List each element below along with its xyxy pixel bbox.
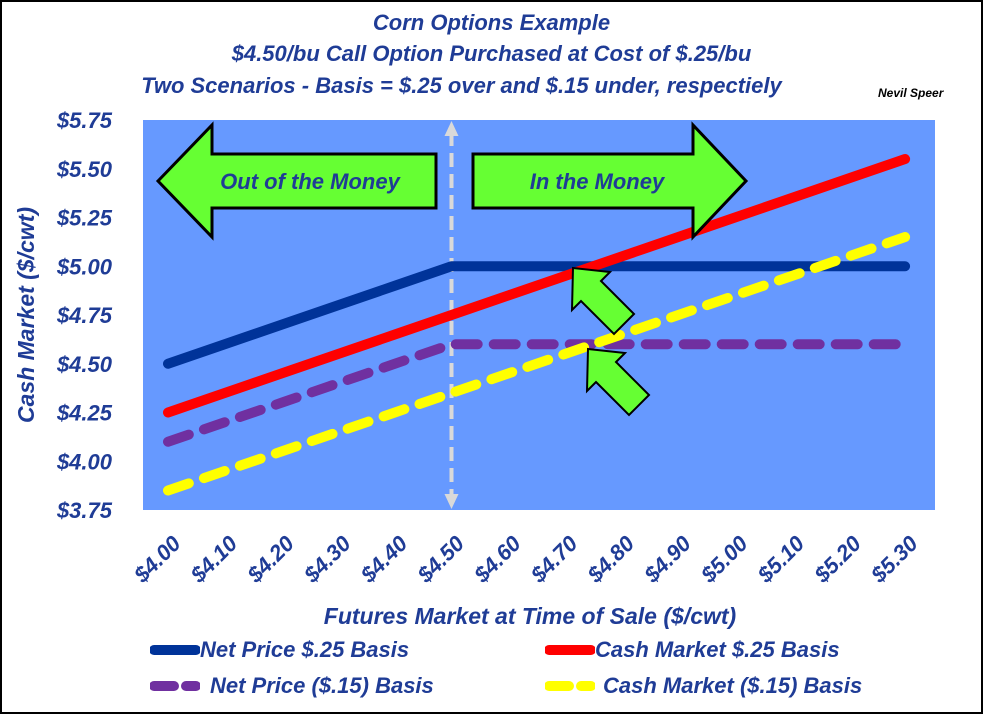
series-line-net-price-15-basis bbox=[163, 339, 911, 447]
x-tick-label: $4.80 bbox=[582, 530, 640, 588]
x-tick-label: $4.40 bbox=[355, 530, 413, 588]
y-tick-label: $5.00 bbox=[56, 254, 113, 279]
breakeven-pointer-arrows bbox=[570, 266, 651, 417]
x-tick-label: $4.70 bbox=[525, 530, 583, 588]
y-tick-label: $4.50 bbox=[56, 352, 113, 377]
y-axis: $3.75 $4.00 $4.25 $4.50 $4.75 $5.00 $5.25 $5.50… bbox=[56, 108, 113, 523]
x-tick-label: $5.10 bbox=[752, 530, 810, 588]
legend-label-net-price-25: Net Price $.25 Basis bbox=[200, 637, 410, 662]
x-tick-label: $5.20 bbox=[809, 530, 867, 588]
out-of-money-label: Out of the Money bbox=[220, 169, 401, 194]
x-tick-label: $5.30 bbox=[865, 530, 923, 588]
legend-swatch-net-price-25 bbox=[150, 645, 200, 655]
y-axis-label: Cash Market ($/cwt) bbox=[13, 207, 39, 423]
y-tick-label: $4.75 bbox=[56, 303, 113, 328]
strike-line-arrowhead-top bbox=[444, 121, 459, 136]
y-tick-label: $5.25 bbox=[56, 206, 113, 231]
x-tick-label: $4.90 bbox=[639, 530, 697, 588]
author-credit: Nevil Speer bbox=[878, 86, 944, 100]
x-tick-label: $4.30 bbox=[298, 530, 356, 588]
legend-swatch-cash-market-25 bbox=[545, 645, 595, 655]
y-tick-label: $4.00 bbox=[56, 449, 113, 474]
breakeven-pointer-upper bbox=[570, 266, 636, 336]
legend-label-cash-market-15: Cash Market ($.15) Basis bbox=[603, 673, 863, 698]
chart-subtitle-scenarios: Two Scenarios - Basis = $.25 over and $.… bbox=[141, 73, 782, 98]
x-axis-label: Futures Market at Time of Sale ($/cwt) bbox=[324, 603, 736, 629]
chart-subtitle-option: $4.50/bu Call Option Purchased at Cost o… bbox=[231, 41, 752, 66]
x-tick-label: $4.50 bbox=[412, 530, 470, 588]
x-tick-label: $4.10 bbox=[185, 530, 243, 588]
breakeven-pointer-lower bbox=[585, 347, 651, 417]
series-line-cash-market-15-basis bbox=[163, 232, 911, 496]
series-lines bbox=[163, 154, 911, 496]
chart-title: Corn Options Example bbox=[372, 10, 611, 35]
y-tick-label: $4.25 bbox=[56, 401, 113, 426]
x-tick-label: $4.60 bbox=[468, 530, 526, 588]
x-tick-label: $4.20 bbox=[242, 530, 300, 588]
y-tick-label: $5.75 bbox=[56, 108, 113, 133]
legend-label-cash-market-25: Cash Market $.25 Basis bbox=[595, 637, 840, 662]
y-tick-label: $3.75 bbox=[56, 498, 113, 523]
strike-line-arrowhead-bottom bbox=[444, 494, 459, 509]
legend-label-net-price-15: Net Price ($.15) Basis bbox=[210, 673, 434, 698]
in-the-money-label: In the Money bbox=[530, 169, 666, 194]
y-tick-label: $5.50 bbox=[56, 157, 113, 182]
x-axis: $4.00 $4.10 $4.20 $4.30 $4.40 $4.50 $4.60 $4.70… bbox=[128, 530, 923, 588]
series-line-cash-market-25-basis bbox=[163, 154, 911, 418]
x-tick-label: $5.00 bbox=[695, 530, 753, 588]
in-the-money-arrow: In the Money bbox=[471, 121, 749, 241]
x-tick-label: $4.00 bbox=[128, 530, 186, 588]
series-line-net-price-25-basis bbox=[163, 261, 911, 369]
out-of-money-arrow: Out of the Money bbox=[155, 121, 438, 241]
legend-swatch-net-price-15 bbox=[150, 681, 200, 691]
legend-swatch-cash-market-15 bbox=[545, 681, 595, 691]
